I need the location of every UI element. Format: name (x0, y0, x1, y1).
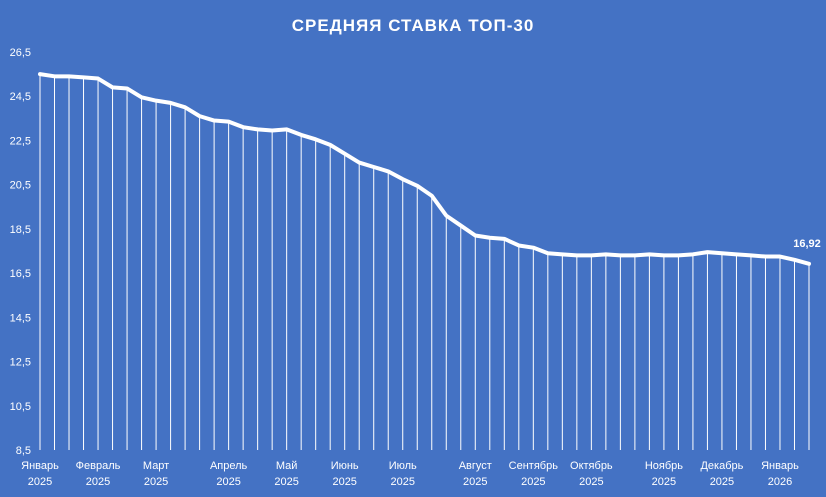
x-tick-year: 2025 (579, 476, 603, 488)
x-tick-year: 2025 (86, 476, 110, 488)
x-tick-year: 2025 (463, 476, 487, 488)
x-tick-year: 2025 (332, 476, 356, 488)
x-tick-month: Сентябрь (509, 460, 559, 472)
x-tick-year: 2025 (652, 476, 676, 488)
x-tick-month: Январь (761, 460, 799, 472)
y-tick-label: 8,5 (16, 445, 31, 457)
x-tick-month: Декабрь (700, 460, 743, 472)
x-tick-year: 2025 (28, 476, 52, 488)
x-tick-month: Июль (389, 460, 417, 472)
x-tick-year: 2025 (274, 476, 298, 488)
x-tick-month: Февраль (76, 460, 121, 472)
data-labels: 16,92 (793, 238, 821, 250)
y-tick-label: 20,5 (10, 180, 31, 192)
x-tick-year: 2026 (768, 476, 792, 488)
series-line (38, 72, 811, 266)
y-tick-label: 24,5 (10, 91, 31, 103)
y-tick-label: 16,5 (10, 268, 31, 280)
x-tick-year: 2025 (216, 476, 240, 488)
x-tick-month: Март (143, 460, 169, 472)
x-tick-month: Октябрь (570, 460, 613, 472)
x-tick-month: Август (459, 460, 492, 472)
x-tick-year: 2025 (144, 476, 168, 488)
y-tick-label: 26,5 (10, 47, 31, 59)
x-tick-year: 2025 (390, 476, 414, 488)
y-tick-label: 10,5 (10, 401, 31, 413)
data-label-last: 16,92 (793, 238, 821, 250)
x-tick-month: Май (276, 460, 298, 472)
y-tick-label: 22,5 (10, 135, 31, 147)
x-tick-month: Ноябрь (645, 460, 683, 472)
chart-title: СРЕДНЯЯ СТАВКА ТОП-30 (292, 16, 535, 35)
x-tick-year: 2025 (521, 476, 545, 488)
y-tick-label: 18,5 (10, 224, 31, 236)
x-tick-month: Июнь (331, 460, 359, 472)
series (38, 72, 811, 266)
x-tick-month: Январь (21, 460, 59, 472)
x-tick-year: 2025 (710, 476, 734, 488)
x-tick-month: Апрель (210, 460, 248, 472)
y-tick-label: 14,5 (10, 312, 31, 324)
axes: 26,5 24,5 22,5 20,5 18,5 16,5 14,5 12,5 10,5 8,5 Я… (10, 47, 800, 488)
y-tick-label: 12,5 (10, 357, 31, 369)
drop-lines (39, 74, 810, 450)
